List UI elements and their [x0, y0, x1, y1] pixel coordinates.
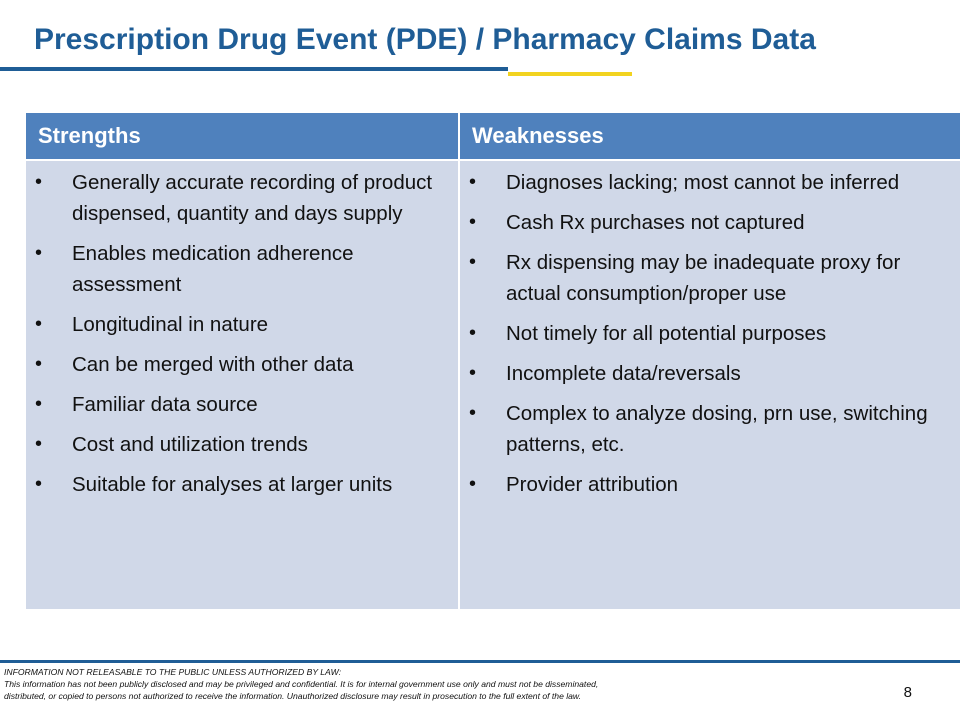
- bullet-icon: •: [35, 242, 43, 264]
- list-item: • Diagnoses lacking; most cannot be infer…: [460, 167, 954, 198]
- weakness-text: Cash Rx purchases not captured: [506, 211, 805, 234]
- notice-line-3: distributed, or copied to persons not au…: [4, 691, 582, 701]
- bullet-icon: •: [35, 433, 43, 455]
- weakness-text: Not timely for all potential purposes: [506, 322, 827, 345]
- header-strengths: Strengths: [24, 111, 460, 161]
- strength-text: Generally accurate recording of product …: [72, 171, 433, 225]
- notice-line-1: INFORMATION NOT RELEASABLE TO THE PUBLIC…: [4, 667, 342, 677]
- list-item: • Familiar data source: [26, 389, 448, 420]
- weakness-text: Incomplete data/reversals: [506, 362, 741, 385]
- weaknesses-cell: • Diagnoses lacking; most cannot be infer…: [458, 159, 960, 611]
- weakness-text: Provider attribution: [506, 473, 679, 496]
- list-item: • Cash Rx purchases not captured: [460, 207, 954, 238]
- page-number: 8: [903, 684, 912, 701]
- bullet-icon: •: [469, 211, 477, 233]
- bullet-icon: •: [35, 393, 43, 415]
- bullet-icon: •: [35, 171, 43, 193]
- strength-text: Familiar data source: [72, 393, 258, 416]
- list-item: • Enables medication adherence assessment: [26, 238, 448, 300]
- bullet-icon: •: [469, 171, 477, 193]
- strength-text: Cost and utilization trends: [72, 433, 308, 456]
- confidentiality-notice: INFORMATION NOT RELEASABLE TO THE PUBLIC…: [4, 666, 804, 702]
- slide-title: Prescription Drug Event (PDE) / Pharmacy…: [34, 23, 816, 56]
- weakness-text: Diagnoses lacking; most cannot be inferr…: [506, 171, 900, 194]
- bullet-icon: •: [469, 473, 477, 495]
- table-header-row: Strengths Weaknesses: [24, 111, 960, 161]
- strength-text: Longitudinal in nature: [72, 313, 269, 336]
- strengths-weaknesses-table: Strengths Weaknesses • Generally accurate…: [24, 111, 960, 611]
- list-item: • Can be merged with other data: [26, 349, 448, 380]
- title-underline-blue: [0, 67, 508, 71]
- strengths-cell: • Generally accurate recording of product…: [24, 159, 460, 611]
- weakness-text: Rx dispensing may be inadequate proxy fo…: [506, 251, 901, 305]
- notice-line-2: This information has not been publicly d…: [4, 679, 599, 689]
- strength-text: Enables medication adherence assessment: [72, 242, 354, 296]
- bullet-icon: •: [35, 473, 43, 495]
- weaknesses-list: • Diagnoses lacking; most cannot be infer…: [460, 167, 954, 500]
- table-body-row: • Generally accurate recording of product…: [24, 159, 960, 611]
- list-item: • Incomplete data/reversals: [460, 358, 954, 389]
- list-item: • Generally accurate recording of product…: [26, 167, 448, 229]
- list-item: • Complex to analyze dosing, prn use, swi…: [460, 398, 954, 460]
- list-item: • Not timely for all potential purposes: [460, 318, 954, 349]
- bullet-icon: •: [35, 353, 43, 375]
- bullet-icon: •: [469, 322, 477, 344]
- list-item: • Suitable for analyses at larger units: [26, 469, 448, 500]
- bullet-icon: •: [469, 251, 477, 273]
- strengths-list: • Generally accurate recording of product…: [26, 167, 448, 500]
- bullet-icon: •: [469, 402, 477, 424]
- header-weaknesses: Weaknesses: [458, 111, 960, 161]
- bullet-icon: •: [35, 313, 43, 335]
- list-item: • Rx dispensing may be inadequate proxy f…: [460, 247, 954, 309]
- list-item: • Provider attribution: [460, 469, 954, 500]
- list-item: • Longitudinal in nature: [26, 309, 448, 340]
- title-underline-yellow: [508, 72, 632, 76]
- list-item: • Cost and utilization trends: [26, 429, 448, 460]
- strength-text: Suitable for analyses at larger units: [72, 473, 393, 496]
- strength-text: Can be merged with other data: [72, 353, 354, 376]
- footer-rule: [0, 660, 960, 663]
- bullet-icon: •: [469, 362, 477, 384]
- strengths-weaknesses-table-wrap: Strengths Weaknesses • Generally accurate…: [24, 111, 960, 611]
- weakness-text: Complex to analyze dosing, prn use, swit…: [506, 402, 928, 456]
